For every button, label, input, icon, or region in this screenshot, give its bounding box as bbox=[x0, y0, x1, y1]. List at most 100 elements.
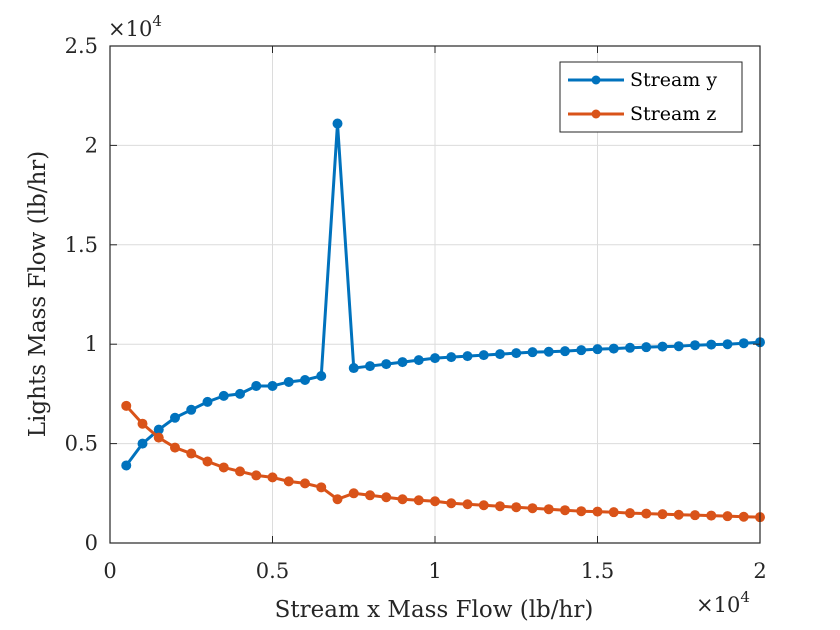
data-point-stream-y bbox=[430, 353, 440, 364]
data-point-stream-z bbox=[202, 456, 213, 467]
y-tick-label: 2.5 bbox=[65, 34, 98, 58]
x-tick-label: 1.5 bbox=[581, 559, 614, 583]
data-point-stream-y bbox=[511, 348, 522, 359]
legend-entry-stream-z: Stream z bbox=[568, 103, 716, 125]
data-point-stream-y bbox=[153, 424, 164, 435]
y-tick-label: 0.5 bbox=[65, 432, 98, 456]
data-point-stream-y bbox=[560, 346, 570, 357]
series-line-stream-z bbox=[125, 404, 761, 519]
ticks: 0 0.5 1 1.5 2 0 0.5 1 1.5 2 2.5 bbox=[65, 34, 767, 583]
legend-entry-stream-y: Stream y bbox=[568, 69, 717, 91]
data-point-stream-z bbox=[235, 466, 245, 477]
data-point-stream-z bbox=[543, 504, 554, 515]
data-point-stream-z bbox=[332, 494, 343, 505]
data-point-stream-z bbox=[560, 505, 570, 516]
data-point-stream-y bbox=[202, 396, 213, 407]
data-point-stream-y bbox=[608, 343, 619, 354]
data-point-stream-z bbox=[511, 502, 522, 513]
data-point-stream-y bbox=[218, 390, 229, 401]
data-point-stream-z bbox=[381, 492, 392, 503]
data-point-stream-z bbox=[722, 511, 733, 522]
y-tick-label: 1.5 bbox=[65, 233, 98, 257]
data-point-stream-z bbox=[316, 482, 327, 493]
data-point-stream-z bbox=[706, 510, 717, 521]
data-point-stream-y bbox=[690, 340, 700, 351]
legend-label-stream-y: Stream y bbox=[630, 69, 717, 91]
data-point-stream-z bbox=[300, 478, 310, 489]
data-point-stream-y bbox=[527, 347, 538, 358]
data-point-stream-y bbox=[462, 351, 473, 362]
data-point-stream-z bbox=[218, 462, 229, 473]
data-point-stream-z bbox=[348, 488, 359, 499]
data-point-stream-y bbox=[283, 376, 294, 387]
data-point-stream-z bbox=[430, 496, 440, 507]
data-point-stream-y bbox=[170, 412, 180, 423]
legend-marker-stream-y bbox=[591, 75, 601, 85]
data-point-stream-z bbox=[186, 448, 197, 459]
data-point-stream-z bbox=[462, 499, 473, 510]
data-point-stream-y bbox=[576, 345, 587, 356]
data-point-stream-z bbox=[690, 510, 700, 521]
data-point-stream-z bbox=[283, 476, 294, 487]
y-axis-title: Lights Mass Flow (lb/hr) bbox=[25, 151, 51, 437]
data-point-stream-y bbox=[235, 388, 245, 399]
y-exponent-base: ×10 bbox=[108, 17, 152, 41]
y-exponent-label: ×104 bbox=[108, 12, 162, 41]
data-point-stream-z bbox=[657, 509, 668, 520]
series-stream-y bbox=[121, 118, 765, 471]
data-point-stream-z bbox=[121, 400, 132, 411]
data-point-stream-y bbox=[722, 339, 733, 350]
data-point-stream-z bbox=[576, 506, 587, 517]
x-tick-label: 1 bbox=[428, 559, 441, 583]
data-point-stream-y bbox=[738, 338, 749, 349]
data-point-stream-y bbox=[186, 404, 197, 415]
data-point-stream-z bbox=[527, 503, 538, 514]
data-point-stream-y bbox=[478, 350, 489, 361]
data-point-stream-z bbox=[397, 494, 408, 505]
data-point-stream-y bbox=[121, 460, 132, 471]
data-point-stream-y bbox=[625, 342, 635, 353]
data-point-stream-z bbox=[413, 495, 424, 506]
data-point-stream-y bbox=[446, 352, 457, 363]
y-tick-label: 0 bbox=[85, 531, 98, 555]
data-point-stream-y bbox=[592, 344, 603, 355]
data-point-stream-z bbox=[495, 501, 505, 512]
series-line-stream-y bbox=[125, 122, 761, 467]
data-point-stream-z bbox=[592, 506, 603, 517]
data-point-stream-z bbox=[251, 470, 262, 481]
x-tick-label: 0.5 bbox=[256, 559, 289, 583]
data-point-stream-z bbox=[137, 418, 148, 429]
data-point-stream-y bbox=[706, 339, 717, 350]
data-point-stream-z bbox=[673, 509, 684, 520]
data-point-stream-y bbox=[316, 371, 327, 382]
series-stream-z bbox=[121, 400, 765, 523]
data-point-stream-z bbox=[738, 511, 749, 522]
data-point-stream-y bbox=[413, 355, 424, 366]
data-point-stream-y bbox=[267, 380, 278, 391]
x-exponent-power: 4 bbox=[740, 588, 750, 606]
data-point-stream-y bbox=[657, 341, 668, 352]
data-point-stream-z bbox=[478, 500, 489, 511]
data-point-stream-z bbox=[153, 432, 164, 443]
x-axis-title: Stream x Mass Flow (lb/hr) bbox=[275, 597, 594, 623]
data-point-stream-y bbox=[348, 363, 359, 374]
y-tick-label: 2 bbox=[85, 133, 98, 157]
data-point-stream-y bbox=[332, 118, 343, 129]
data-point-stream-z bbox=[365, 490, 375, 501]
data-point-stream-z bbox=[625, 508, 635, 519]
x-exponent-base: ×10 bbox=[696, 593, 740, 617]
x-tick-label: 2 bbox=[753, 559, 766, 583]
data-point-stream-z bbox=[267, 472, 278, 483]
data-point-stream-y bbox=[381, 359, 392, 370]
data-point-stream-y bbox=[495, 349, 505, 360]
legend-box bbox=[559, 61, 743, 133]
legend-label-stream-z: Stream z bbox=[630, 103, 716, 125]
data-point-stream-y bbox=[673, 341, 684, 352]
data-point-stream-y bbox=[641, 342, 652, 353]
x-tick-label: 0 bbox=[103, 559, 116, 583]
data-point-stream-y bbox=[137, 438, 148, 449]
data-point-stream-z bbox=[641, 508, 652, 519]
data-point-stream-y bbox=[251, 380, 262, 391]
data-point-stream-y bbox=[300, 374, 310, 385]
